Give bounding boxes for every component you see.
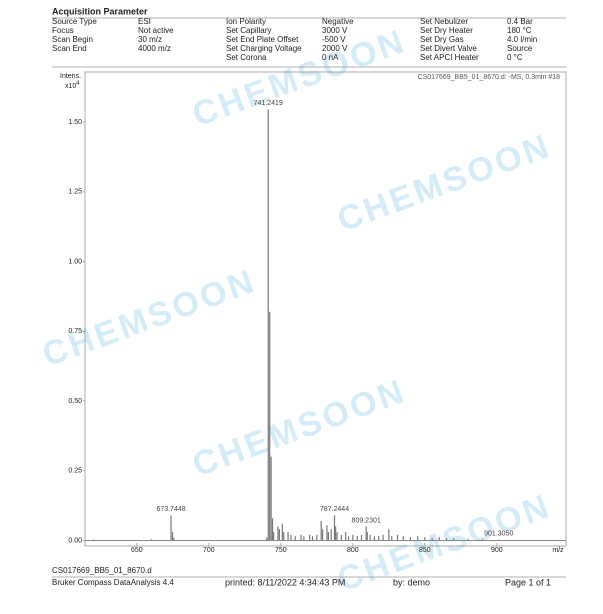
footer-software: Bruker Compass DataAnalysis 4.4 [52, 578, 174, 587]
param-label: Scan End [52, 44, 87, 53]
y-tick-label: 0.00 [68, 537, 82, 544]
param-value: 4.0 l/min [507, 35, 537, 44]
param-label: Scan Begin [52, 35, 93, 44]
param-label: Set End Plate Offset [226, 35, 299, 44]
peak-label: 787.2444 [320, 506, 349, 513]
param-label: Source Type [52, 17, 97, 26]
plot-frame [84, 71, 567, 547]
y-scale-base: x10 [65, 83, 76, 90]
param-label: Set Charging Voltage [226, 44, 302, 53]
param-value: 30 m/z [138, 35, 162, 44]
param-value: 3000 V [322, 26, 348, 35]
param-label: Set Corona [226, 53, 267, 62]
y-label: Intens. [60, 73, 81, 80]
footer-file: CS017669_BB5_01_8670.d [52, 566, 152, 575]
param-value: 0.4 Bar [507, 17, 533, 26]
param-label: Set Nebulizer [420, 17, 468, 26]
param-value: 2000 V [322, 44, 348, 53]
y-tick-label: 0.75 [68, 328, 82, 335]
param-value: 4000 m/z [138, 44, 171, 53]
x-tick-label: 850 [419, 547, 431, 554]
x-tick-label: 650 [131, 547, 143, 554]
param-value: Negative [322, 17, 354, 26]
param-value: Source [507, 44, 533, 53]
footer-by: by: demo [393, 577, 430, 587]
y-tick-label: 1.00 [68, 258, 82, 265]
footer-printed: printed: 8/11/2022 4:34:43 PM [225, 577, 345, 587]
footer-page: Page 1 of 1 [505, 577, 551, 587]
param-value: 0 nA [322, 53, 339, 62]
y-scale-exponent: 4 [76, 81, 80, 87]
y-scale: x104 [65, 81, 80, 90]
param-label: Set APCI Heater [420, 53, 479, 62]
watermark: CHEMSOON [332, 127, 556, 239]
y-tick-label: 1.50 [68, 119, 82, 126]
header-title: Acquisition Parameter [52, 6, 148, 16]
param-label: Set Divert Valve [420, 44, 477, 53]
peak-label: 741.2419 [254, 100, 283, 107]
param-value: Not active [138, 26, 174, 35]
param-label: Set Dry Heater [420, 26, 473, 35]
param-value: 0 °C [507, 53, 523, 62]
param-label: Set Dry Gas [420, 35, 464, 44]
param-value: 180 °C [507, 26, 532, 35]
param-value: -500 V [322, 35, 346, 44]
watermark: CHEMSOON [37, 262, 261, 374]
x-label: m/z [552, 547, 564, 554]
param-label: Ion Polarity [226, 17, 266, 26]
peak-label: 673.7448 [156, 506, 185, 513]
x-tick-label: 700 [203, 547, 215, 554]
param-label: Set Capillary [226, 26, 271, 35]
peak-label: 809.2301 [352, 517, 381, 524]
watermark: CHEMSOON [187, 22, 411, 134]
chart-subtitle: CS017669_BB5_01_8670.d: -MS, 0.3min #18 [418, 74, 561, 81]
x-tick-label: 750 [275, 547, 287, 554]
y-tick-label: 1.25 [68, 189, 82, 196]
y-tick-label: 0.25 [68, 468, 82, 475]
watermark: CHEMSOON [187, 372, 411, 484]
x-tick-label: 900 [491, 547, 503, 554]
param-label: Focus [52, 26, 74, 35]
x-tick-label: 800 [347, 547, 359, 554]
y-tick-label: 0.50 [68, 398, 82, 405]
peak-label: 901.3050 [484, 530, 513, 537]
param-value: ESI [138, 17, 151, 26]
